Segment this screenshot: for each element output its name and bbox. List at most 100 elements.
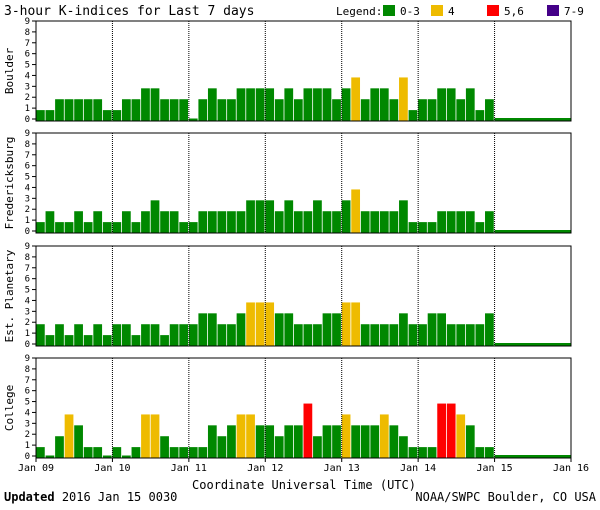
bar (341, 414, 351, 458)
bar (446, 324, 456, 346)
bar (379, 324, 389, 346)
bar (389, 211, 399, 233)
bar (437, 403, 446, 458)
bar (112, 110, 122, 121)
bar (475, 222, 485, 233)
bar (227, 324, 236, 346)
updated-value: 2016 Jan 15 0030 (61, 490, 178, 504)
bar (64, 414, 74, 458)
source-credit: NOAA/SWPC Boulder, CO USA (415, 490, 596, 504)
bar (236, 313, 246, 346)
bar (179, 222, 189, 233)
bar (255, 302, 265, 346)
bar (45, 110, 55, 121)
bar (169, 99, 179, 121)
bar (341, 200, 351, 233)
bar (236, 88, 246, 121)
bar (93, 99, 103, 121)
bar (408, 222, 418, 233)
bar (83, 222, 93, 233)
bar (437, 313, 446, 346)
bar (255, 425, 265, 458)
bar (313, 200, 322, 233)
bar (36, 222, 45, 233)
bar (293, 324, 303, 346)
y-tick-label: 8 (25, 28, 30, 38)
bar (332, 99, 341, 121)
bar (36, 324, 45, 346)
bar (389, 99, 399, 121)
bar (207, 88, 217, 121)
bar (64, 335, 74, 346)
bar (265, 200, 275, 233)
bar (150, 324, 160, 346)
bar (284, 200, 294, 233)
bar (265, 88, 275, 121)
bar (150, 88, 160, 121)
bar (293, 211, 303, 233)
bar (284, 425, 294, 458)
y-tick-label: 7 (25, 376, 30, 386)
y-tick-label: 5 (25, 286, 30, 296)
bar (179, 447, 189, 458)
y-tick-label: 3 (25, 82, 30, 92)
legend-label-2: 4 (448, 5, 455, 18)
bar (475, 447, 485, 458)
bar (265, 302, 275, 346)
y-tick-label: 5 (25, 61, 30, 71)
bar (160, 99, 169, 121)
bar (332, 425, 341, 458)
y-tick-label: 0 (25, 340, 30, 350)
bar (74, 324, 83, 346)
y-tick-label: 2 (25, 430, 30, 440)
bar (370, 211, 380, 233)
bar (418, 324, 427, 346)
bar (74, 211, 83, 233)
bar (465, 211, 475, 233)
y-tick-label: 4 (25, 296, 30, 306)
bar (74, 425, 83, 458)
bar (293, 425, 303, 458)
bar (427, 447, 437, 458)
bar (389, 425, 399, 458)
legend-swatch-1 (383, 5, 395, 16)
y-tick-label: 0 (25, 452, 30, 462)
y-tick-label: 6 (25, 275, 30, 285)
y-tick-label: 7 (25, 264, 30, 274)
bar (207, 211, 217, 233)
bar (379, 414, 389, 458)
bar (399, 200, 408, 233)
x-tick-label: Jan 10 (94, 463, 130, 474)
bar (141, 211, 150, 233)
y-tick-label: 6 (25, 162, 30, 172)
x-axis: Jan 09 Jan 10 Jan 11 Jan 12 Jan 13 Jan 14 Jan … (18, 458, 589, 474)
bar (121, 455, 131, 458)
bar (198, 99, 208, 121)
bar (246, 414, 255, 458)
chart-title: 3-hour K-indices for Last 7 days (4, 4, 254, 19)
bar (313, 324, 322, 346)
y-tick-label: 6 (25, 50, 30, 60)
y-tick-label: 4 (25, 408, 30, 418)
legend-label-3: 5,6 (504, 5, 524, 18)
bar (198, 313, 208, 346)
bar (36, 447, 45, 458)
bar (227, 425, 236, 458)
bar (485, 211, 494, 233)
bar (93, 211, 103, 233)
bar (188, 447, 198, 458)
bar (36, 110, 45, 121)
bar (246, 302, 255, 346)
panel-frame (35, 357, 572, 459)
y-tick-label: 2 (25, 205, 30, 215)
y-tick-label: 3 (25, 419, 30, 429)
bar (351, 189, 361, 233)
bar (102, 110, 112, 121)
bar (456, 324, 466, 346)
bar (446, 211, 456, 233)
bar (360, 99, 370, 121)
legend-label-1: 0-3 (400, 5, 420, 18)
bar (207, 313, 217, 346)
